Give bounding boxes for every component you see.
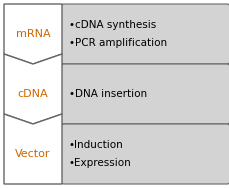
FancyBboxPatch shape — [61, 124, 229, 184]
Text: •cDNA synthesis: •cDNA synthesis — [69, 20, 155, 30]
Text: •Induction: •Induction — [69, 140, 123, 150]
Text: Vector: Vector — [15, 149, 51, 159]
Text: •DNA insertion: •DNA insertion — [69, 89, 147, 99]
Text: mRNA: mRNA — [16, 29, 50, 39]
Polygon shape — [4, 4, 62, 64]
Text: •Expression: •Expression — [69, 158, 131, 168]
Text: •PCR amplification: •PCR amplification — [69, 38, 166, 48]
Polygon shape — [4, 54, 62, 124]
Polygon shape — [4, 114, 62, 184]
FancyBboxPatch shape — [61, 64, 229, 124]
FancyBboxPatch shape — [61, 4, 229, 64]
Text: cDNA: cDNA — [18, 89, 48, 99]
